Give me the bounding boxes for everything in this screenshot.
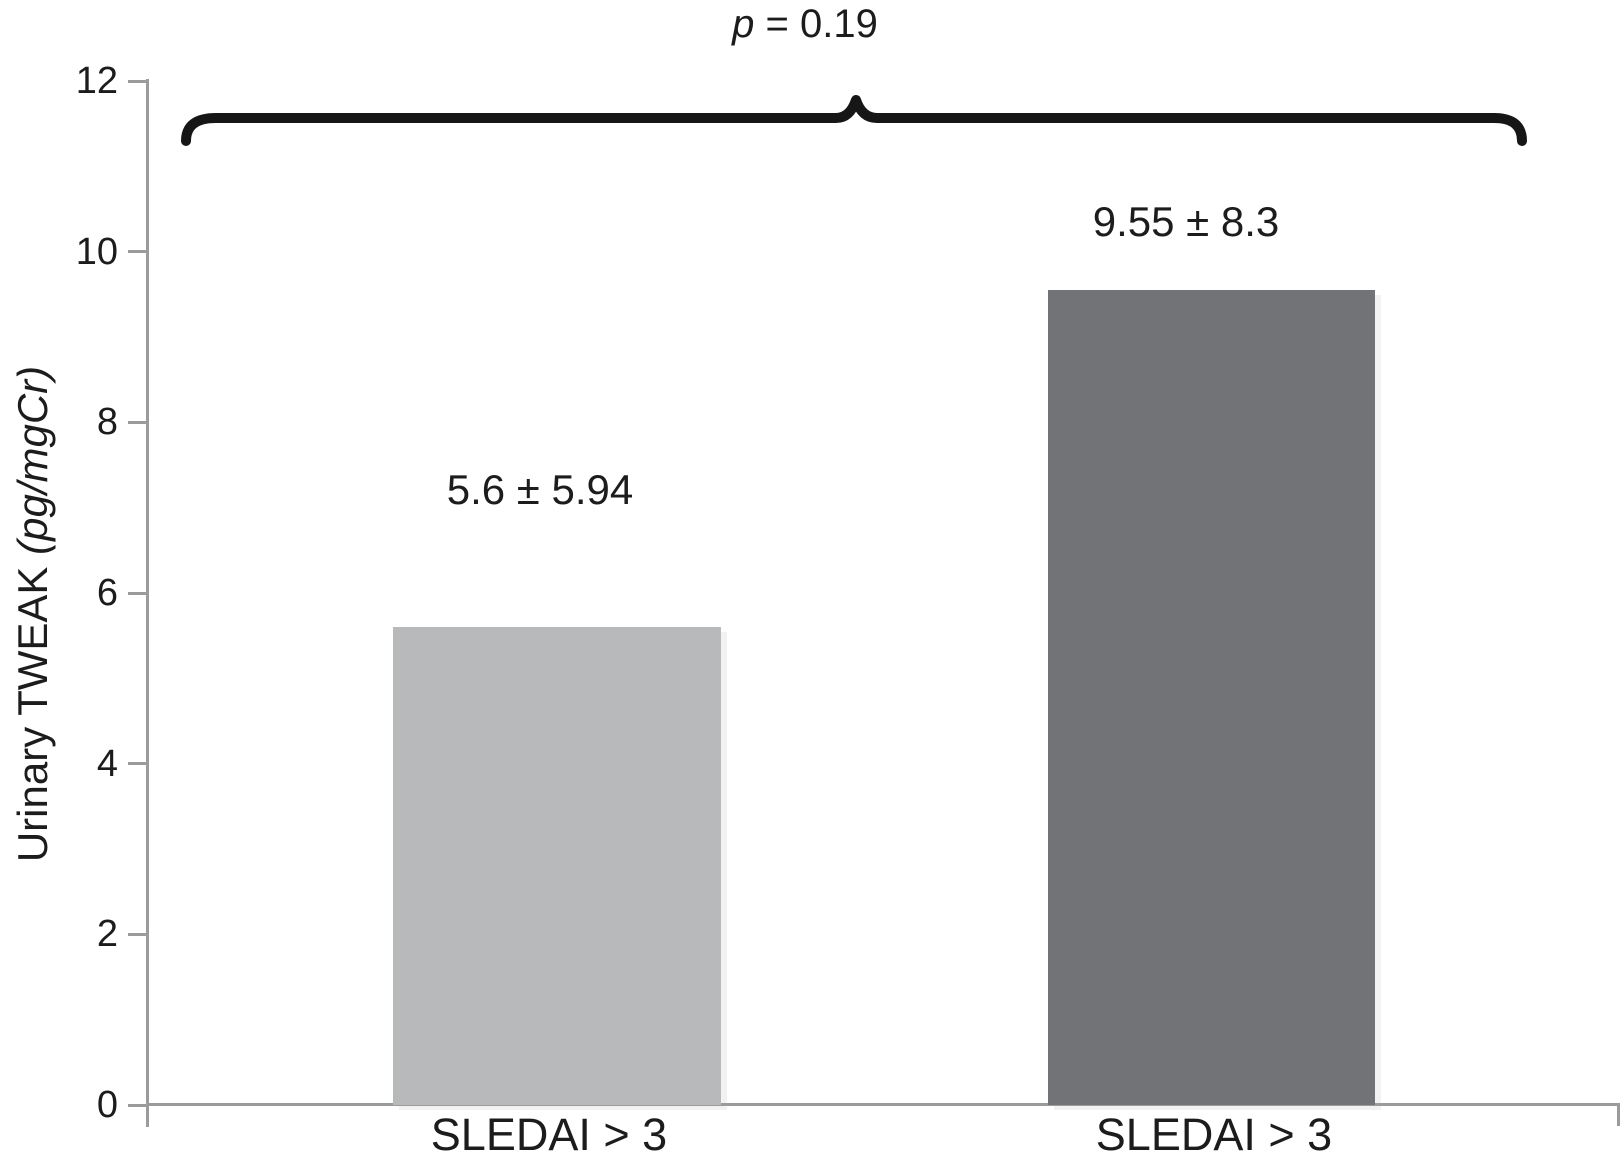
y-tick-label-8: 8 [96,401,118,444]
y-tick-mark-6 [128,591,146,595]
y-tick-label-0: 0 [96,1084,118,1126]
bar-2-category-label: SLEDAI > 3 [1095,1109,1333,1160]
p-value-text: = 0.19 [754,2,878,46]
y-tick-mark-12 [128,79,146,83]
y-tick-label-10: 10 [75,230,118,273]
y-tick-mark-8 [128,420,146,424]
bar-1 [393,627,721,1105]
x-axis-line [146,1103,1620,1106]
y-tick-label-2: 2 [96,913,118,956]
y-tick-mark-0 [128,1103,146,1107]
p-symbol: p [732,2,755,46]
p-value-label: p = 0.19 [655,2,955,46]
bar-1-category-label: SLEDAI > 3 [430,1109,668,1160]
bar-2 [1048,290,1375,1105]
x-axis-end-tick [1617,1103,1620,1126]
bar-1-value-label: 5.6 ± 5.94 [446,466,634,513]
y-tick-label-4: 4 [96,742,118,785]
y-tick-label-6: 6 [96,572,118,615]
y-tick-mark-4 [128,762,146,766]
y-tick-mark-2 [128,932,146,936]
y-axis-line [146,79,149,1127]
y-tick-label-12: 12 [75,60,118,103]
bar-2-value-label: 9.55 ± 8.3 [1092,198,1280,245]
y-tick-mark-10 [128,250,146,254]
y-axis-title-unit: (pg/mgCr) [9,365,56,555]
